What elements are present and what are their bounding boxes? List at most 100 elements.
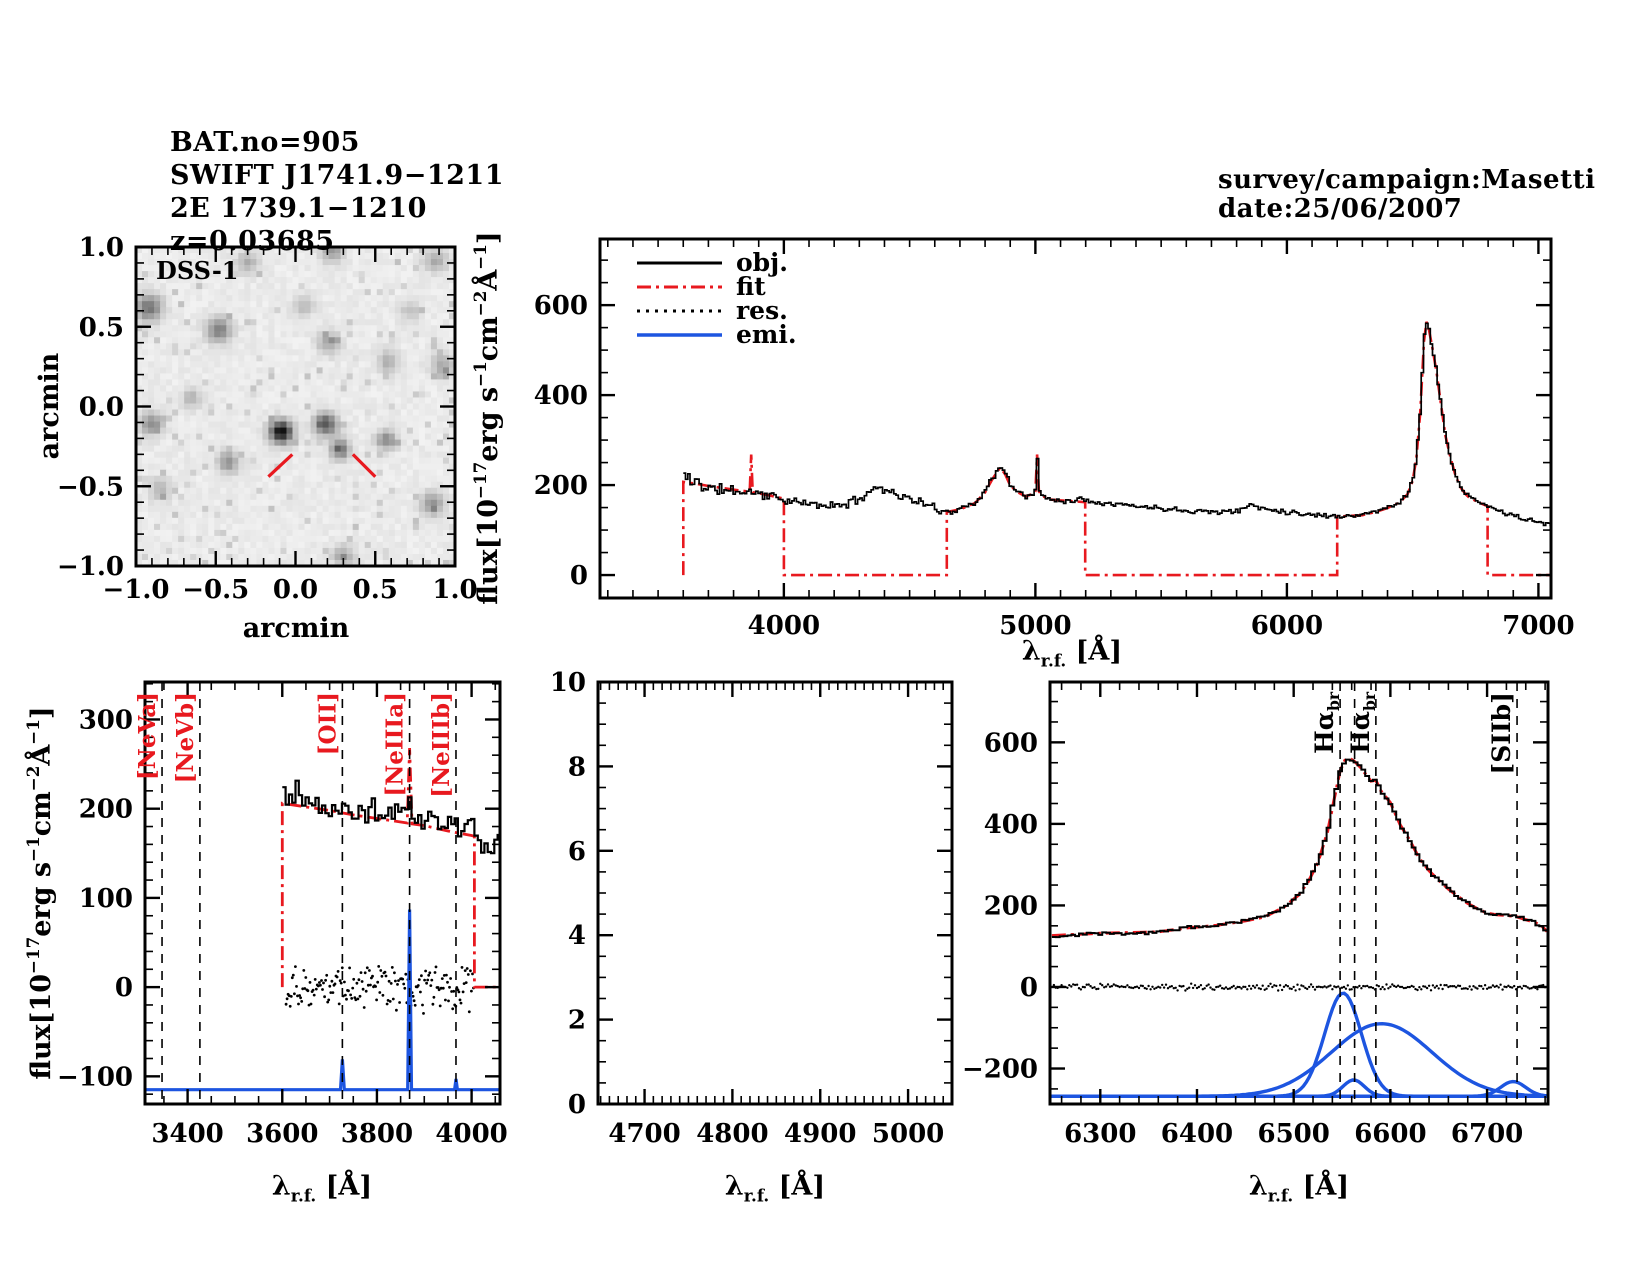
object-info-bat-no: BAT.no=905	[170, 127, 360, 158]
svg-text:0.0: 0.0	[273, 575, 318, 605]
svg-text:emi.: emi.	[736, 320, 797, 349]
svg-text:400: 400	[534, 381, 588, 411]
svg-text:flux[10−17erg s−1cm−2Å−1]: flux[10−17erg s−1cm−2Å−1]	[470, 231, 504, 604]
svg-text:Hαbr: Hαbr	[1346, 691, 1379, 754]
svg-text:6600: 6600	[1354, 1119, 1426, 1149]
svg-text:4000: 4000	[435, 1119, 507, 1149]
svg-text:8: 8	[568, 752, 586, 782]
svg-text:−0.5: −0.5	[57, 472, 124, 502]
zoom_halpha-residuals	[1052, 982, 1547, 992]
svg-text:600: 600	[984, 728, 1038, 758]
svg-text:res.: res.	[736, 296, 788, 325]
object-info-2e-name: 2E 1739.1−1210	[170, 193, 427, 224]
panel-dss-image: −1.0 −0.5 0.0 0.5 1.0 −1.0 −0.5 0.0 0.5 1.0 DSS-1 a…	[34, 233, 478, 644]
dss-survey-label: DSS-1	[156, 256, 239, 285]
svg-text:λr.f. [Å]: λr.f. [Å]	[725, 1168, 825, 1206]
svg-text:400: 400	[984, 810, 1038, 840]
zoom_halpha-object-spectrum	[1051, 758, 1547, 939]
zoom_halpha-line-markers	[1339, 682, 1518, 1104]
svg-text:0.5: 0.5	[353, 575, 398, 605]
zoom_blue_lines-axes: 3400 3600 3800 4000 −100 0 100 200 300	[57, 682, 508, 1149]
svg-text:5000: 5000	[872, 1119, 944, 1149]
zoom_middle_empty-axes: 4700 4800 4900 5000 0 2 4 6 8 10	[550, 668, 953, 1149]
svg-text:100: 100	[79, 884, 133, 914]
svg-text:3800: 3800	[341, 1119, 413, 1149]
svg-text:flux[10−17erg s−1cm−2Å−1]: flux[10−17erg s−1cm−2Å−1]	[23, 706, 57, 1079]
svg-text:−0.5: −0.5	[182, 575, 249, 605]
svg-text:[NeIIIa]: [NeIIIa]	[382, 692, 409, 797]
main_spectrum-data	[681, 321, 1552, 577]
svg-text:1.0: 1.0	[432, 575, 477, 605]
svg-text:0.0: 0.0	[79, 393, 124, 423]
svg-text:[NeIIIb]: [NeIIIb]	[428, 692, 455, 798]
svg-text:10: 10	[550, 668, 586, 698]
svg-text:obj.: obj.	[736, 248, 788, 277]
svg-text:0: 0	[568, 1090, 586, 1120]
main_spectrum-axes: 4000 5000 6000 7000 0 200 400 600	[534, 239, 1575, 641]
svg-text:λr.f. [Å]: λr.f. [Å]	[272, 1168, 372, 1206]
panel-zoom_middle_empty: 4700 4800 4900 5000 0 2 4 6 8 10 λr.f. [Å]	[550, 668, 954, 1206]
svg-text:7000: 7000	[1502, 611, 1574, 641]
svg-text:[NeVb]: [NeVb]	[172, 692, 199, 783]
svg-text:300: 300	[79, 705, 133, 735]
svg-text:3400: 3400	[151, 1119, 223, 1149]
svg-text:0.5: 0.5	[79, 313, 124, 343]
svg-text:6300: 6300	[1064, 1119, 1136, 1149]
svg-text:arcmin: arcmin	[243, 613, 350, 644]
svg-text:[NeVa]: [NeVa]	[134, 692, 161, 780]
svg-text:4900: 4900	[784, 1119, 856, 1149]
svg-text:200: 200	[984, 891, 1038, 921]
svg-text:0: 0	[115, 973, 133, 1003]
svg-text:6000: 6000	[1251, 611, 1323, 641]
object-info-redshift: z=0.03685	[170, 226, 335, 257]
survey-date: date:25/06/2007	[1218, 194, 1463, 224]
svg-text:6500: 6500	[1257, 1119, 1329, 1149]
survey-campaign: survey/campaign:Masetti	[1218, 165, 1596, 195]
svg-text:Hαbr: Hαbr	[1310, 691, 1343, 754]
svg-text:6700: 6700	[1451, 1119, 1523, 1149]
svg-text:fit: fit	[736, 272, 766, 301]
svg-text:200: 200	[79, 795, 133, 825]
svg-text:0: 0	[1020, 973, 1038, 1003]
svg-text:−1.0: −1.0	[57, 552, 124, 582]
zoom_blue_lines-line-labels: [NeVa] [NeVb] [OII] [NeIIIa] [NeIIIb]	[134, 692, 455, 798]
survey-info: survey/campaign:Masetti date:25/06/2007	[1218, 166, 1595, 224]
zoom_halpha-data	[1050, 756, 1549, 1098]
dss-axes: −1.0 −0.5 0.0 0.5 1.0 −1.0 −0.5 0.0 0.5 1.0	[57, 233, 478, 605]
zoom_halpha-emission-components	[1050, 991, 1548, 1098]
svg-text:−100: −100	[57, 1062, 133, 1092]
svg-text:arcmin: arcmin	[34, 352, 65, 459]
svg-text:−200: −200	[962, 1055, 1038, 1085]
panel-zoom_halpha: 6300 6400 6500 6600 6700 −200 0 200 400 600 HαbrHα…	[962, 680, 1550, 1206]
zoom_halpha-axes: 6300 6400 6500 6600 6700 −200 0 200 400 600	[962, 682, 1548, 1149]
svg-text:λr.f. [Å]: λr.f. [Å]	[1249, 1168, 1349, 1206]
svg-text:6400: 6400	[1161, 1119, 1233, 1149]
svg-text:6: 6	[568, 837, 586, 867]
svg-text:0: 0	[570, 561, 588, 591]
svg-text:3600: 3600	[246, 1119, 318, 1149]
svg-text:200: 200	[534, 471, 588, 501]
svg-text:5000: 5000	[999, 611, 1071, 641]
svg-text:1.0: 1.0	[79, 233, 124, 263]
dss-target-marker	[267, 453, 377, 478]
svg-text:2: 2	[568, 1006, 586, 1036]
svg-text:4700: 4700	[608, 1119, 680, 1149]
panel-main_spectrum: 4000 5000 6000 7000 0 200 400 600 λr.f. [Å] flux[…	[470, 231, 1575, 670]
zoom_blue_lines-object-spectrum	[282, 779, 500, 855]
svg-text:600: 600	[534, 291, 588, 321]
svg-text:4000: 4000	[748, 611, 820, 641]
svg-text:[OII]: [OII]	[314, 692, 341, 755]
main_spectrum-object-spectrum	[683, 322, 1552, 527]
svg-text:λr.f. [Å]: λr.f. [Å]	[1022, 633, 1122, 671]
svg-text:−1.0: −1.0	[102, 575, 169, 605]
dss-sky-pixels	[136, 247, 456, 567]
svg-text:4800: 4800	[696, 1119, 768, 1149]
object-info-swift-name: SWIFT J1741.9−1211	[170, 160, 504, 191]
svg-text:[SIIb]: [SIIb]	[1487, 692, 1516, 775]
svg-text:4: 4	[568, 921, 586, 951]
